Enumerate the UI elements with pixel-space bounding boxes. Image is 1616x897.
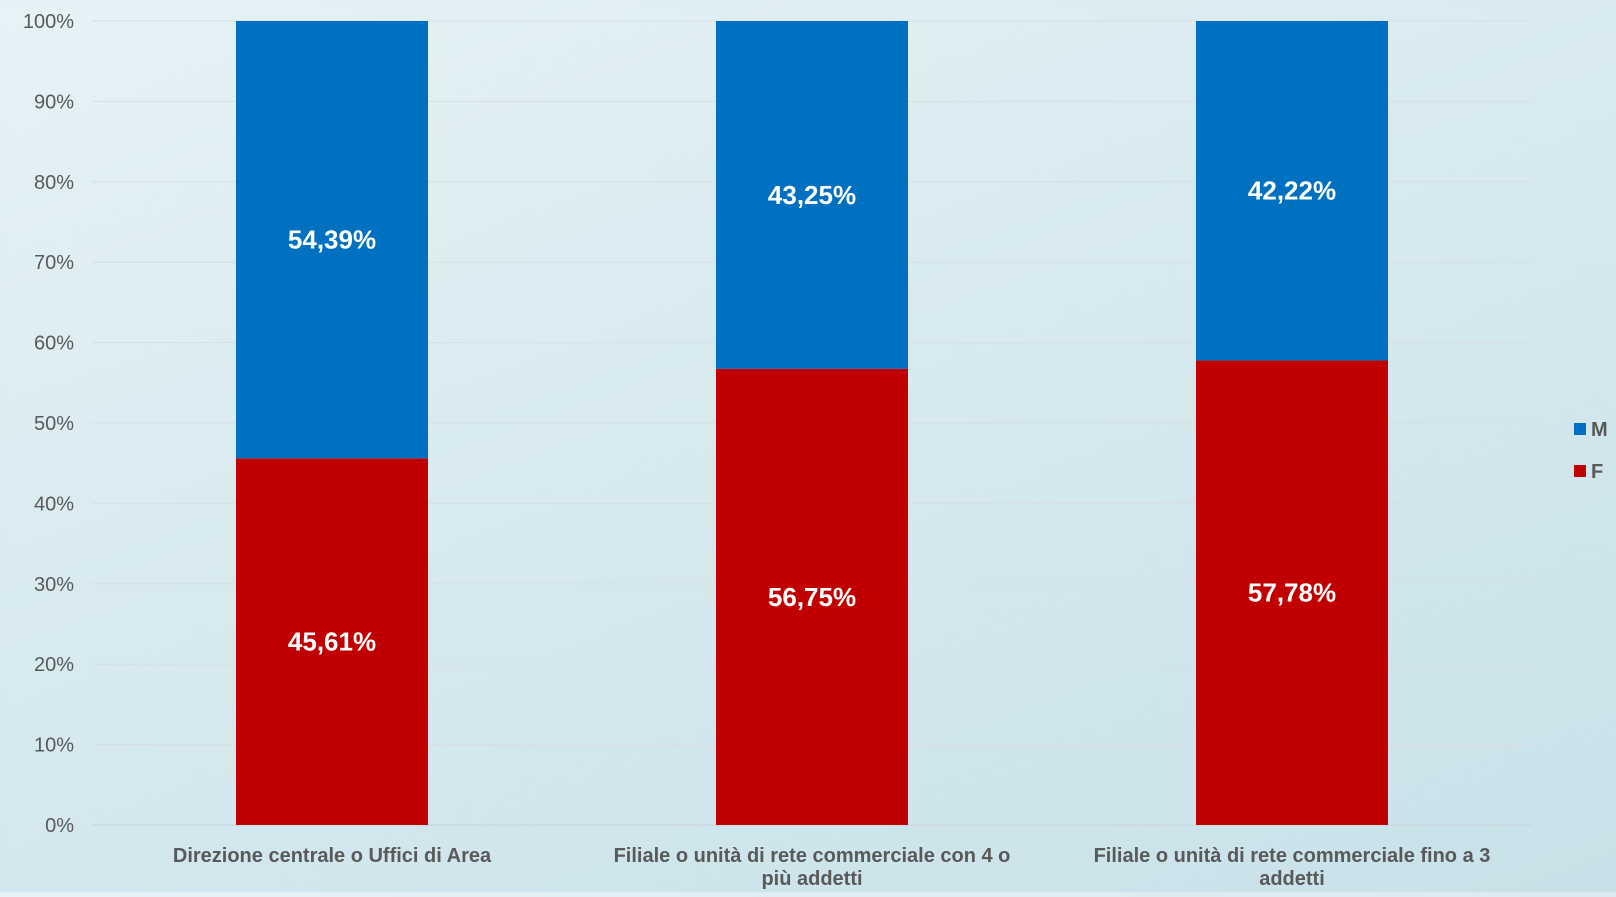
y-axis-ticks: 0% 10% 20% 30% 40% 50% 60% 70% 80% 90% 100% <box>23 11 74 837</box>
x-tick-label-line: Filiale o unità di rete commerciale con … <box>614 845 1011 867</box>
data-label: 56,75% <box>768 582 856 612</box>
data-label: 45,61% <box>288 627 376 657</box>
x-tick-label: Filiale o unità di rete commerciale con … <box>614 845 1011 890</box>
data-label: 43,25% <box>768 180 856 210</box>
y-tick-label: 10% <box>34 735 74 757</box>
y-tick-label: 90% <box>34 91 74 113</box>
bar-segment-f <box>1196 360 1388 825</box>
y-tick-label: 40% <box>34 493 74 515</box>
data-label: 54,39% <box>288 225 376 255</box>
bar-segment-m <box>1196 21 1388 361</box>
y-tick-label: 20% <box>34 654 74 676</box>
y-tick-label: 50% <box>34 413 74 435</box>
data-labels: 45,61% 54,39% 56,75% 43,25% 57,78% 42,22% <box>288 176 1336 657</box>
bar-segment-m <box>716 21 908 369</box>
legend: MF <box>1574 419 1608 483</box>
x-tick-label-line: Filiale o unità di rete commerciale fino… <box>1094 845 1491 867</box>
x-tick-label-line: addetti <box>1259 868 1325 890</box>
legend-swatch-f <box>1574 465 1586 477</box>
bars <box>236 21 1388 825</box>
y-tick-label: 0% <box>45 815 74 837</box>
y-tick-label: 70% <box>34 252 74 274</box>
x-tick-label: Direzione centrale o Uffici di Area <box>173 845 492 867</box>
y-tick-label: 60% <box>34 333 74 355</box>
bar-segment-m <box>236 21 428 459</box>
data-label: 57,78% <box>1248 578 1336 608</box>
x-axis-ticks: Direzione centrale o Uffici di Area Filia… <box>173 845 1491 890</box>
legend-swatch-m <box>1574 423 1586 435</box>
y-tick-label: 100% <box>23 11 74 33</box>
bar-segment-f <box>236 458 428 825</box>
legend-label: M <box>1591 419 1608 441</box>
data-label: 42,22% <box>1248 176 1336 206</box>
x-tick-label-line: più addetti <box>761 868 862 890</box>
legend-label: F <box>1591 461 1603 483</box>
x-tick-label: Filiale o unità di rete commerciale fino… <box>1094 845 1491 890</box>
y-tick-label: 80% <box>34 172 74 194</box>
x-tick-label-line: Direzione centrale o Uffici di Area <box>173 845 492 867</box>
y-tick-label: 30% <box>34 574 74 596</box>
bar-segment-f <box>716 368 908 825</box>
